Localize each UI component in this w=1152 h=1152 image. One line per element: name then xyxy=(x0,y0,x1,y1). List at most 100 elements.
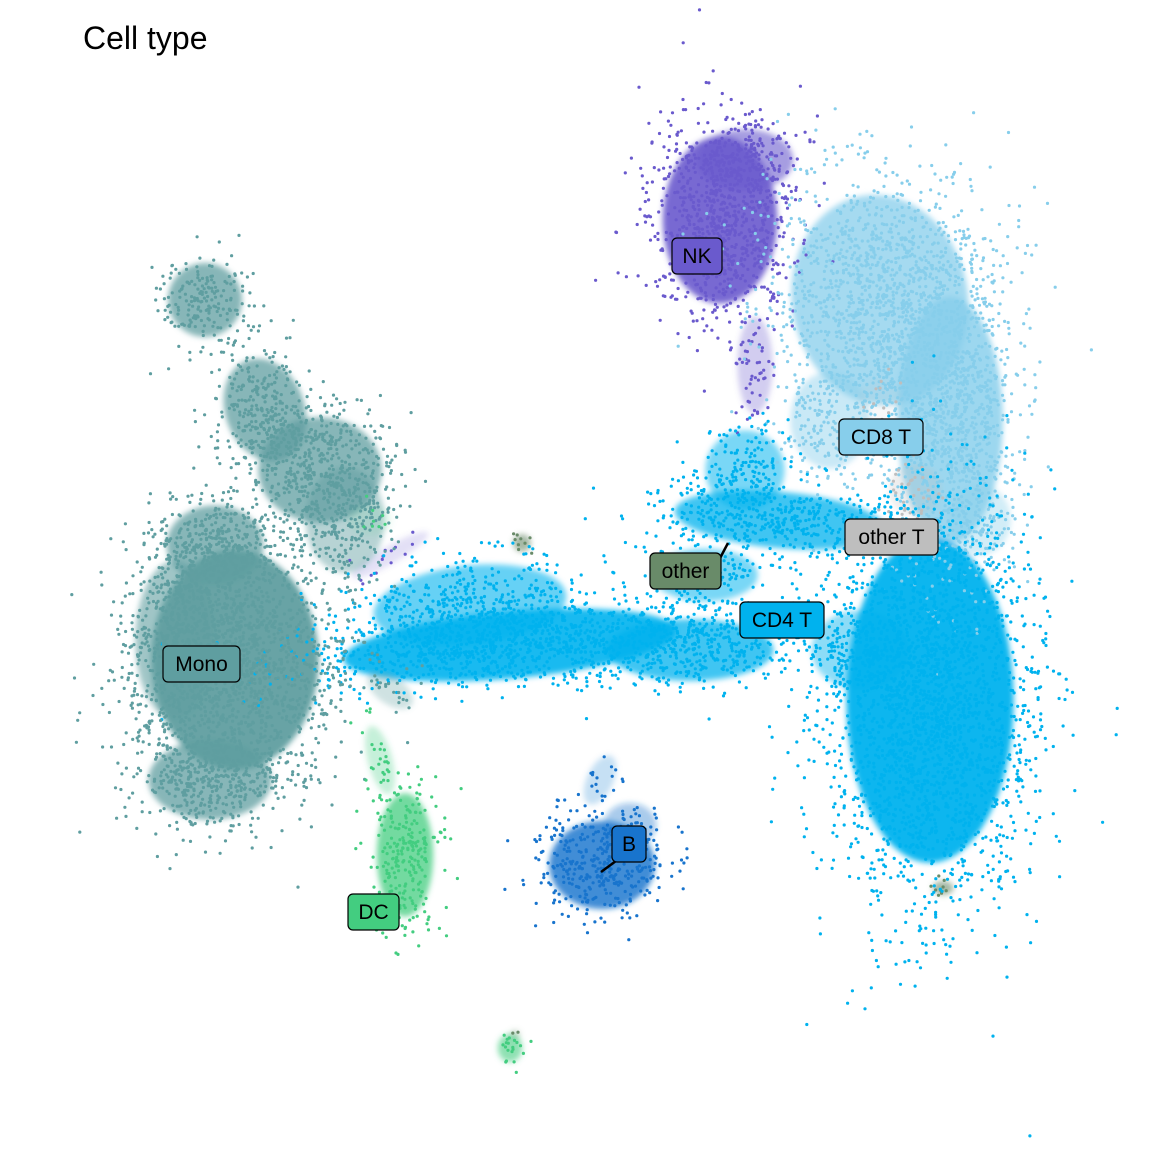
cell-point xyxy=(766,189,771,193)
cell-point xyxy=(765,155,769,159)
cell-point xyxy=(851,486,855,491)
cell-point xyxy=(879,286,883,290)
cell-point xyxy=(803,284,807,289)
cell-point xyxy=(898,829,902,833)
cell-point xyxy=(766,214,770,218)
cell-point xyxy=(956,382,961,386)
cell-point xyxy=(947,753,952,758)
cell-point xyxy=(878,313,882,317)
cell-point xyxy=(943,366,947,370)
cell-point xyxy=(972,426,976,430)
cell-point xyxy=(713,302,718,306)
cell-point xyxy=(993,475,997,479)
cell-point xyxy=(932,358,936,363)
cell-point xyxy=(955,299,959,303)
cell-point xyxy=(889,567,894,571)
cell-point xyxy=(957,640,961,644)
cell-point xyxy=(908,556,912,560)
cell-point xyxy=(802,776,807,780)
cell-point xyxy=(1000,543,1004,548)
cell-point xyxy=(851,344,856,348)
cell-point xyxy=(848,338,852,342)
cell-point xyxy=(912,902,917,906)
cell-point xyxy=(849,273,853,277)
cell-point xyxy=(805,355,810,359)
cell-point xyxy=(926,422,930,426)
cell-point xyxy=(732,196,737,200)
cell-point xyxy=(833,151,837,155)
cell-point xyxy=(737,233,741,237)
cell-point xyxy=(979,552,983,556)
cell-point xyxy=(942,525,946,529)
cell-point xyxy=(749,138,753,142)
cell-point xyxy=(882,184,886,188)
cell-point xyxy=(901,345,905,349)
cell-point xyxy=(883,362,887,366)
cell-point xyxy=(657,131,662,136)
cell-point xyxy=(751,131,755,135)
cell-point xyxy=(791,164,796,168)
cell-point xyxy=(944,401,948,405)
cell-point xyxy=(946,234,951,238)
cell-point xyxy=(949,563,953,567)
cell-point xyxy=(741,273,745,278)
cell-point xyxy=(689,198,693,202)
cell-point xyxy=(994,836,999,840)
cell-point xyxy=(869,272,873,276)
cell-point xyxy=(752,240,756,244)
cell-point xyxy=(959,247,963,251)
cell-point xyxy=(917,339,921,344)
cell-point xyxy=(808,398,813,402)
cell-point xyxy=(937,318,941,322)
cell-point xyxy=(908,729,912,734)
cell-point xyxy=(956,431,960,436)
cell-point xyxy=(1027,307,1031,311)
cell-point xyxy=(927,382,931,387)
cell-point xyxy=(862,372,867,376)
cell-point xyxy=(964,433,968,437)
cell-point xyxy=(926,712,930,716)
cell-point xyxy=(866,239,870,243)
cell-point xyxy=(827,386,831,390)
cell-point xyxy=(704,161,708,165)
cell-point xyxy=(854,740,858,745)
cell-point xyxy=(814,239,819,243)
cell-point xyxy=(712,308,717,312)
cell-point xyxy=(954,327,958,331)
cell-point xyxy=(935,480,939,484)
cell-point xyxy=(934,900,938,904)
cell-point xyxy=(945,716,949,720)
cell-point xyxy=(830,373,834,377)
cell-point xyxy=(924,298,928,302)
cell-point xyxy=(758,318,762,322)
cell-point xyxy=(856,358,860,362)
cell-point xyxy=(781,311,785,315)
cell-point xyxy=(1022,708,1026,713)
cell-point xyxy=(815,866,819,871)
cell-point xyxy=(930,376,935,380)
cell-point xyxy=(782,325,786,329)
cell-point xyxy=(928,428,932,432)
cell-point xyxy=(922,340,927,344)
cell-point xyxy=(709,206,713,210)
cell-point xyxy=(737,121,741,125)
cell-point xyxy=(890,377,894,381)
cell-point xyxy=(963,380,967,384)
cell-point xyxy=(815,257,819,261)
cell-point xyxy=(836,324,841,328)
cell-point xyxy=(970,294,974,298)
cell-point xyxy=(922,415,926,419)
cell-point xyxy=(974,352,978,356)
cell-point xyxy=(867,782,871,786)
cell-point xyxy=(1006,320,1010,325)
cell-point xyxy=(865,208,869,212)
cell-point xyxy=(863,1007,867,1011)
cell-point xyxy=(963,515,967,519)
cell-point xyxy=(943,342,947,346)
cell-point xyxy=(735,182,739,186)
cell-point xyxy=(834,379,839,383)
cell-point xyxy=(870,348,874,352)
cell-point xyxy=(748,159,753,163)
cell-point xyxy=(793,439,797,443)
cell-point xyxy=(720,149,724,153)
